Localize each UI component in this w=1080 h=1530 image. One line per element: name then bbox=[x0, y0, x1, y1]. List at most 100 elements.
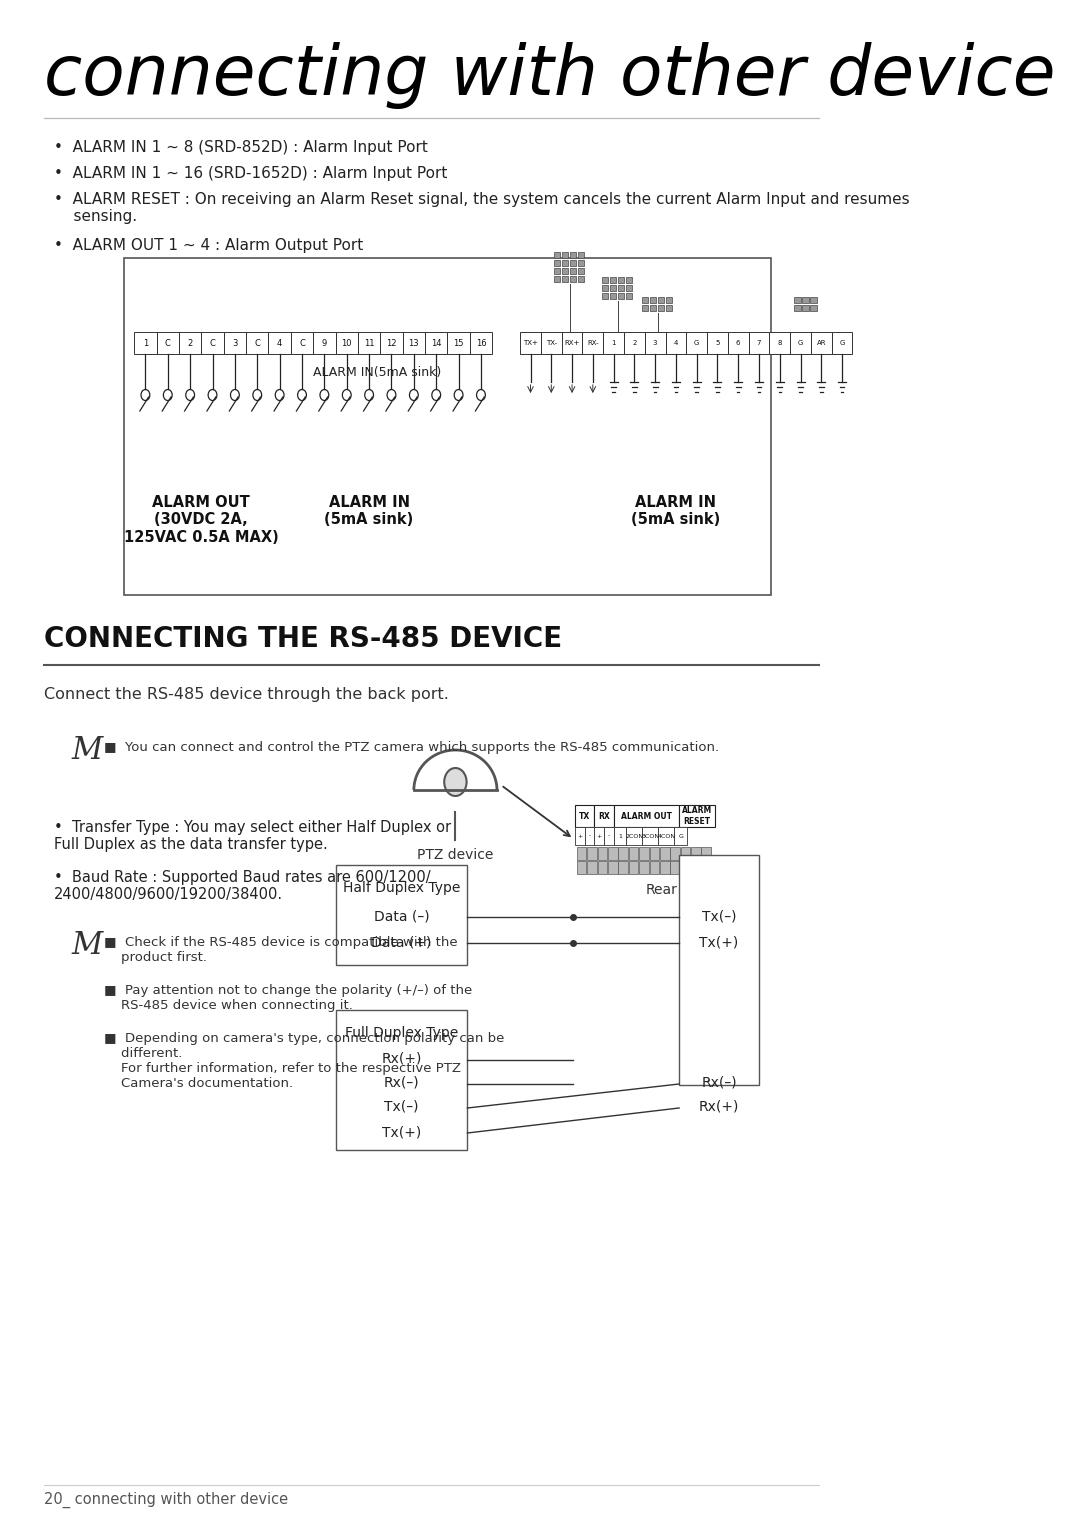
Circle shape bbox=[455, 390, 463, 401]
Text: 1: 1 bbox=[143, 338, 148, 347]
Bar bbox=[562, 268, 568, 274]
Bar bbox=[201, 332, 224, 353]
Circle shape bbox=[298, 390, 307, 401]
Bar bbox=[639, 848, 649, 860]
Text: connecting with other device: connecting with other device bbox=[44, 41, 1055, 109]
Bar bbox=[649, 297, 656, 303]
Bar bbox=[569, 260, 576, 266]
Bar bbox=[791, 332, 811, 353]
Bar bbox=[576, 805, 594, 828]
Text: ALARM IN
(5mA sink): ALARM IN (5mA sink) bbox=[324, 496, 414, 528]
Bar bbox=[671, 848, 680, 860]
Bar bbox=[554, 268, 561, 274]
Text: ■  Pay attention not to change the polarity (+/–) of the
    RS-485 device when : ■ Pay attention not to change the polari… bbox=[104, 984, 472, 1011]
Bar bbox=[665, 297, 672, 303]
Bar bbox=[679, 805, 715, 828]
Circle shape bbox=[432, 390, 441, 401]
Text: -: - bbox=[608, 834, 610, 838]
Bar bbox=[426, 332, 447, 353]
Text: RX+: RX+ bbox=[565, 340, 580, 346]
Bar bbox=[832, 332, 852, 353]
Circle shape bbox=[141, 390, 150, 401]
Bar bbox=[521, 332, 541, 353]
Text: C: C bbox=[299, 338, 305, 347]
Bar bbox=[629, 848, 638, 860]
Bar bbox=[618, 294, 624, 298]
Bar bbox=[618, 277, 624, 283]
Circle shape bbox=[342, 390, 351, 401]
Bar bbox=[336, 1010, 468, 1151]
Bar bbox=[679, 855, 759, 1085]
Text: RX: RX bbox=[598, 811, 610, 820]
Text: 16: 16 bbox=[475, 338, 486, 347]
Circle shape bbox=[365, 390, 374, 401]
Bar bbox=[691, 861, 701, 874]
Text: 1: 1 bbox=[611, 340, 616, 346]
Text: 11: 11 bbox=[364, 338, 375, 347]
Text: Rx(–): Rx(–) bbox=[383, 1076, 419, 1089]
Bar bbox=[649, 848, 659, 860]
Bar bbox=[588, 861, 597, 874]
Text: ■  Check if the RS-485 device is compatible with the
    product first.: ■ Check if the RS-485 device is compatib… bbox=[104, 936, 458, 964]
Bar bbox=[642, 304, 648, 311]
Bar bbox=[562, 260, 568, 266]
Text: 3CON: 3CON bbox=[642, 834, 660, 838]
Text: •  ALARM IN 1 ~ 8 (SRD-852D) : Alarm Input Port: • ALARM IN 1 ~ 8 (SRD-852D) : Alarm Inpu… bbox=[54, 141, 428, 155]
Bar bbox=[665, 304, 672, 311]
Text: TX: TX bbox=[579, 811, 591, 820]
Bar bbox=[336, 332, 357, 353]
Bar bbox=[597, 848, 607, 860]
Bar bbox=[562, 252, 568, 259]
Bar bbox=[604, 828, 613, 845]
Circle shape bbox=[163, 390, 172, 401]
Bar bbox=[794, 304, 800, 311]
Bar bbox=[380, 332, 403, 353]
Text: C: C bbox=[165, 338, 171, 347]
Bar bbox=[179, 332, 201, 353]
Circle shape bbox=[444, 768, 467, 796]
Bar bbox=[728, 332, 748, 353]
Bar bbox=[594, 805, 613, 828]
Circle shape bbox=[253, 390, 261, 401]
Text: 4: 4 bbox=[276, 338, 282, 347]
Bar bbox=[748, 332, 769, 353]
Bar bbox=[625, 294, 632, 298]
Text: 8: 8 bbox=[778, 340, 782, 346]
Bar bbox=[576, 828, 585, 845]
Bar bbox=[562, 332, 582, 353]
Text: 9: 9 bbox=[322, 338, 327, 347]
Bar bbox=[604, 332, 624, 353]
Bar bbox=[769, 332, 791, 353]
Bar bbox=[794, 297, 800, 303]
Bar bbox=[660, 861, 670, 874]
Bar bbox=[671, 861, 680, 874]
Circle shape bbox=[387, 390, 396, 401]
Circle shape bbox=[230, 390, 240, 401]
Bar bbox=[447, 332, 470, 353]
Text: G: G bbox=[678, 834, 684, 838]
Text: Rear: Rear bbox=[645, 883, 677, 897]
Bar bbox=[802, 297, 809, 303]
Bar bbox=[608, 861, 618, 874]
Bar bbox=[686, 332, 707, 353]
Text: +: + bbox=[578, 834, 583, 838]
Text: AR: AR bbox=[816, 340, 826, 346]
Circle shape bbox=[275, 390, 284, 401]
Bar bbox=[609, 294, 616, 298]
Bar bbox=[660, 848, 670, 860]
Text: 3: 3 bbox=[653, 340, 658, 346]
Bar bbox=[569, 268, 576, 274]
Text: 10: 10 bbox=[341, 338, 352, 347]
Text: TX+: TX+ bbox=[523, 340, 538, 346]
Bar bbox=[642, 297, 648, 303]
Bar bbox=[691, 848, 701, 860]
Bar bbox=[594, 828, 604, 845]
Text: 4CON: 4CON bbox=[658, 834, 675, 838]
Text: ALARM OUT: ALARM OUT bbox=[621, 811, 672, 820]
Text: CONNECTING THE RS-485 DEVICE: CONNECTING THE RS-485 DEVICE bbox=[44, 624, 562, 653]
Text: 3: 3 bbox=[232, 338, 238, 347]
Text: C: C bbox=[254, 338, 260, 347]
Text: -: - bbox=[589, 834, 591, 838]
Text: C: C bbox=[210, 338, 216, 347]
Bar bbox=[224, 332, 246, 353]
